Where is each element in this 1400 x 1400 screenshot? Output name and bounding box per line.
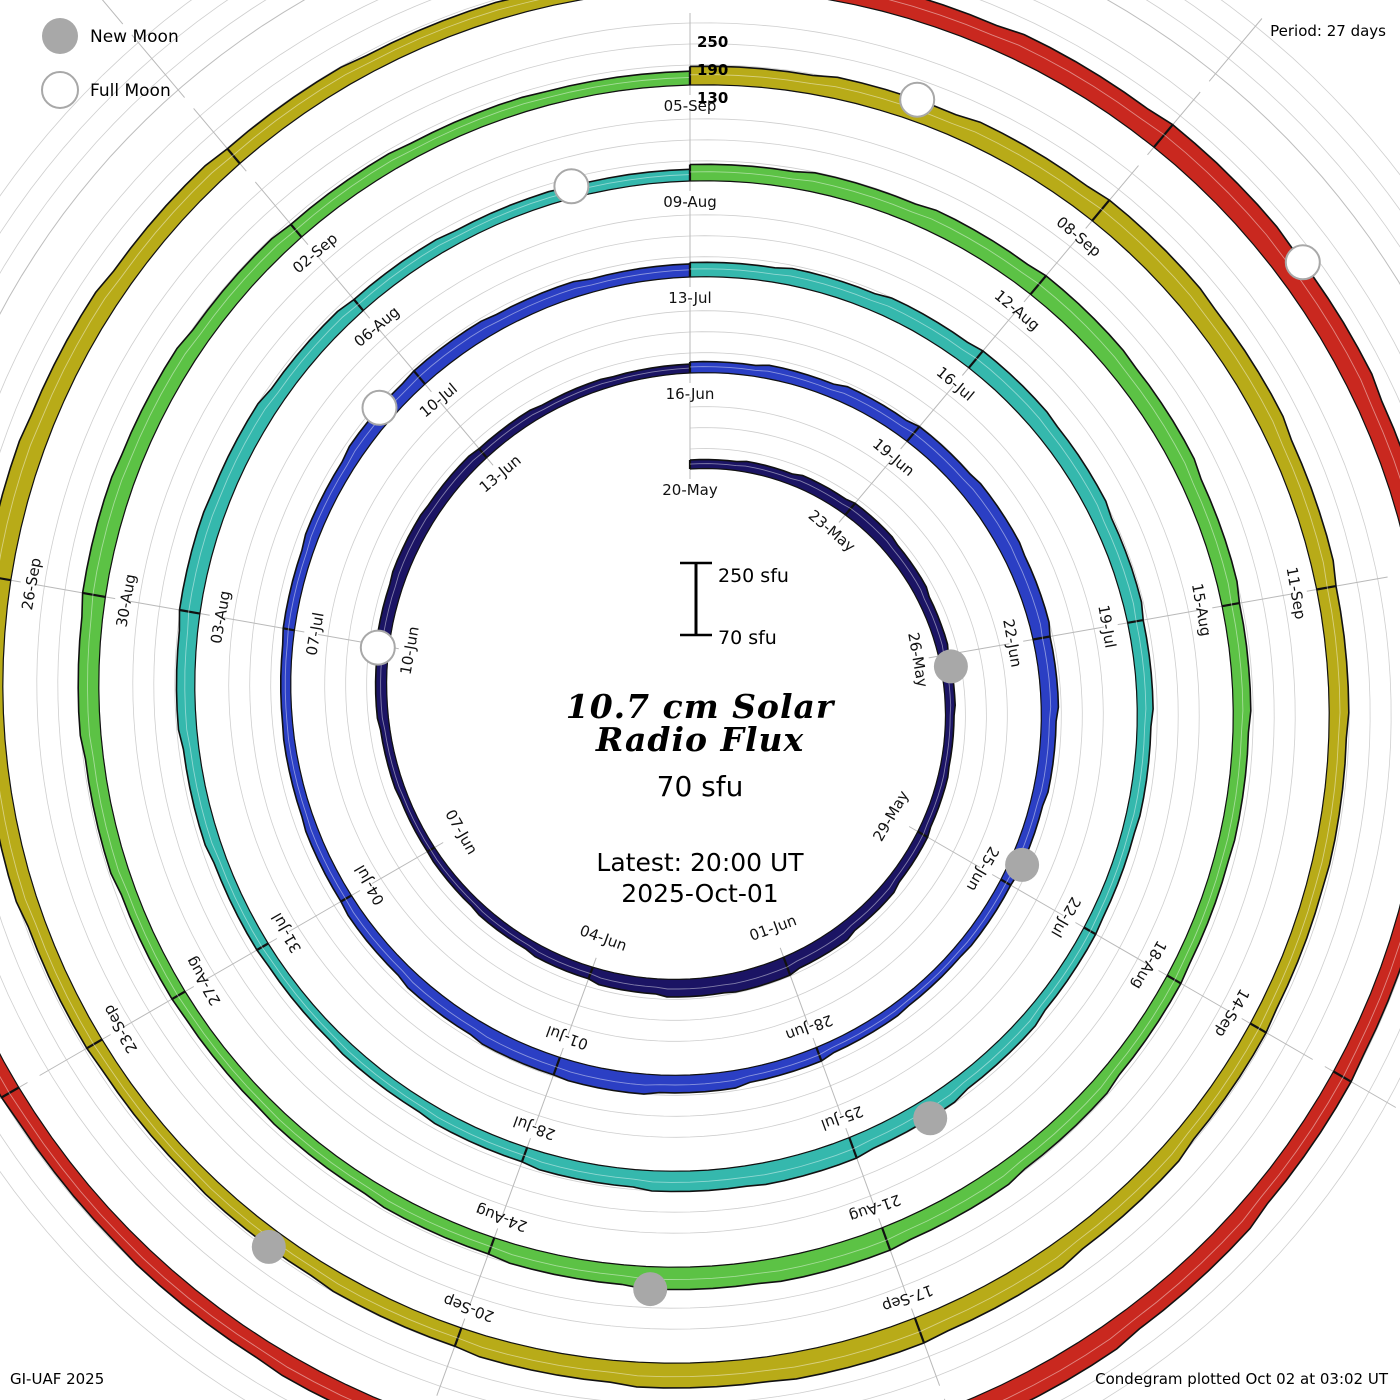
scale-bar-top-label: 250 sfu xyxy=(718,565,789,587)
center-title-line2: Radio Flux xyxy=(595,720,805,759)
radial-tick-190: 190 xyxy=(697,61,729,79)
credit-label: GI-UAF 2025 xyxy=(10,1370,105,1388)
moon-legend: New Moon Full Moon xyxy=(41,18,179,109)
full-moon-marker xyxy=(899,81,936,118)
radial-tick-250: 250 xyxy=(697,33,729,51)
new-moon-marker xyxy=(1005,847,1040,882)
new-moon-marker xyxy=(913,1101,948,1136)
new-moon-marker xyxy=(633,1272,668,1307)
center-units: 70 sfu xyxy=(656,769,744,803)
new-moon-swatch xyxy=(42,18,78,54)
date-label: 09-Aug xyxy=(663,193,716,211)
new-moon-marker xyxy=(933,649,968,684)
full-moon-swatch xyxy=(41,71,79,109)
radial-tick-130: 130 xyxy=(697,89,729,107)
date-label: 16-Jun xyxy=(666,385,715,403)
plotted-label: Condegram plotted Oct 02 at 03:02 UT xyxy=(1095,1370,1388,1388)
latest-line2: 2025-Oct-01 xyxy=(621,878,779,908)
full-moon-legend-label: Full Moon xyxy=(90,81,171,101)
latest-line1: Latest: 20:00 UT xyxy=(596,847,804,877)
period-label: Period: 27 days xyxy=(1270,22,1386,40)
date-label: 13-Jul xyxy=(668,289,711,307)
scale-bar xyxy=(680,561,712,637)
full-moon-marker xyxy=(553,168,590,205)
full-moon-marker xyxy=(359,629,396,666)
date-label: 05-Sep xyxy=(664,97,717,115)
scale-bar-bottom-label: 70 sfu xyxy=(718,627,777,649)
date-label: 20-May xyxy=(662,481,718,499)
center-text-block: 10.7 cm Solar Radio Flux 70 sfu Latest: … xyxy=(0,690,1400,909)
new-moon-legend-label: New Moon xyxy=(90,27,179,47)
center-title-line1: 10.7 cm Solar xyxy=(565,687,835,726)
moon-markers xyxy=(251,81,1321,1307)
full-moon-marker xyxy=(1284,244,1321,281)
new-moon-marker xyxy=(251,1229,286,1264)
full-moon-marker xyxy=(361,389,398,426)
